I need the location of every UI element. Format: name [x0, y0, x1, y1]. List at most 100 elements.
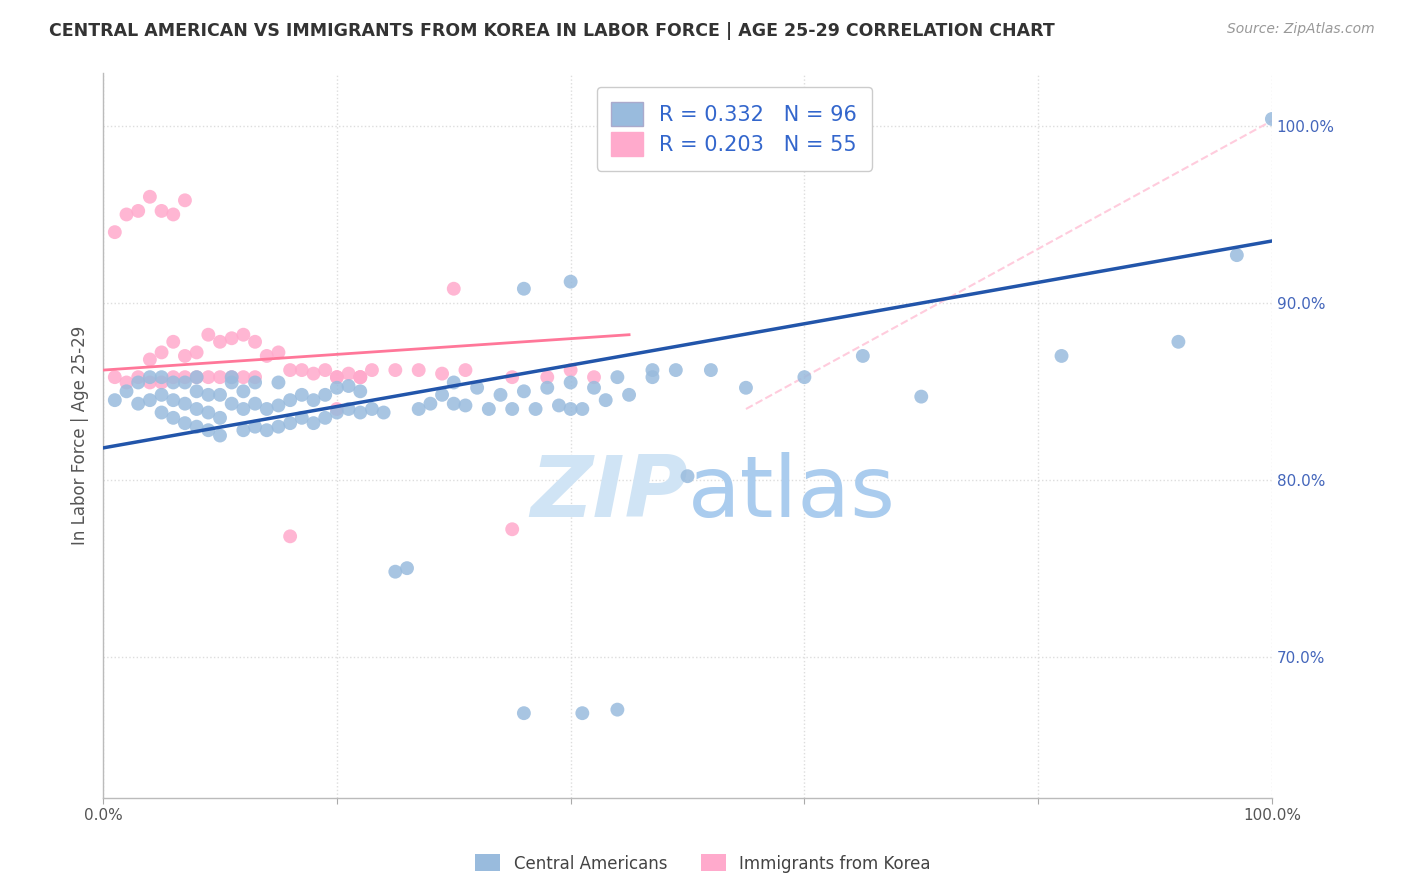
- Point: [186, 370, 208, 384]
- Point: [910, 390, 932, 404]
- Point: [536, 381, 558, 395]
- Point: [337, 367, 360, 381]
- Point: [186, 419, 208, 434]
- Point: [1167, 334, 1189, 349]
- Point: [560, 363, 582, 377]
- Point: [115, 384, 138, 399]
- Point: [243, 397, 266, 411]
- Point: [232, 423, 254, 437]
- Point: [139, 370, 162, 384]
- Point: [150, 203, 173, 218]
- Point: [162, 393, 184, 408]
- Point: [314, 363, 336, 377]
- Point: [326, 405, 349, 419]
- Point: [524, 402, 547, 417]
- Point: [361, 402, 384, 417]
- Point: [373, 405, 395, 419]
- Point: [513, 384, 536, 399]
- Point: [232, 402, 254, 417]
- Point: [501, 402, 523, 417]
- Point: [139, 376, 162, 390]
- Point: [267, 376, 290, 390]
- Point: [174, 349, 197, 363]
- Point: [349, 405, 371, 419]
- Point: [256, 349, 278, 363]
- Point: [291, 388, 314, 402]
- Point: [127, 203, 149, 218]
- Point: [104, 370, 127, 384]
- Point: [256, 423, 278, 437]
- Point: [454, 399, 477, 413]
- Point: [571, 402, 593, 417]
- Text: Source: ZipAtlas.com: Source: ZipAtlas.com: [1227, 22, 1375, 37]
- Point: [548, 399, 571, 413]
- Point: [221, 370, 243, 384]
- Point: [115, 207, 138, 221]
- Text: CENTRAL AMERICAN VS IMMIGRANTS FROM KOREA IN LABOR FORCE | AGE 25-29 CORRELATION: CENTRAL AMERICAN VS IMMIGRANTS FROM KORE…: [49, 22, 1054, 40]
- Legend: R = 0.332   N = 96, R = 0.203   N = 55: R = 0.332 N = 96, R = 0.203 N = 55: [596, 87, 872, 170]
- Point: [267, 345, 290, 359]
- Legend: Central Americans, Immigrants from Korea: Central Americans, Immigrants from Korea: [468, 847, 938, 880]
- Point: [243, 376, 266, 390]
- Point: [127, 370, 149, 384]
- Point: [197, 423, 219, 437]
- Point: [267, 419, 290, 434]
- Point: [337, 402, 360, 417]
- Point: [314, 410, 336, 425]
- Point: [197, 388, 219, 402]
- Point: [243, 334, 266, 349]
- Point: [150, 405, 173, 419]
- Point: [513, 706, 536, 721]
- Point: [267, 399, 290, 413]
- Point: [384, 565, 406, 579]
- Point: [139, 393, 162, 408]
- Point: [349, 370, 371, 384]
- Point: [278, 529, 301, 543]
- Point: [852, 349, 875, 363]
- Point: [232, 327, 254, 342]
- Point: [162, 410, 184, 425]
- Point: [606, 703, 628, 717]
- Point: [174, 376, 197, 390]
- Point: [617, 388, 640, 402]
- Point: [349, 384, 371, 399]
- Point: [700, 363, 723, 377]
- Point: [395, 561, 418, 575]
- Point: [291, 363, 314, 377]
- Point: [221, 370, 243, 384]
- Point: [302, 416, 325, 430]
- Point: [793, 370, 815, 384]
- Point: [221, 397, 243, 411]
- Point: [221, 331, 243, 345]
- Point: [665, 363, 688, 377]
- Point: [419, 397, 441, 411]
- Point: [735, 381, 758, 395]
- Point: [139, 190, 162, 204]
- Point: [513, 282, 536, 296]
- Point: [454, 363, 477, 377]
- Point: [465, 381, 488, 395]
- Point: [582, 370, 605, 384]
- Point: [641, 370, 664, 384]
- Point: [150, 388, 173, 402]
- Text: ZIP: ZIP: [530, 452, 688, 535]
- Point: [676, 469, 699, 483]
- Point: [326, 402, 349, 417]
- Point: [430, 388, 453, 402]
- Point: [595, 393, 617, 408]
- Point: [197, 405, 219, 419]
- Text: atlas: atlas: [688, 452, 896, 535]
- Point: [221, 376, 243, 390]
- Point: [104, 393, 127, 408]
- Point: [162, 334, 184, 349]
- Point: [243, 370, 266, 384]
- Point: [489, 388, 512, 402]
- Point: [1226, 248, 1249, 262]
- Point: [256, 402, 278, 417]
- Point: [536, 370, 558, 384]
- Point: [326, 370, 349, 384]
- Point: [186, 402, 208, 417]
- Point: [302, 367, 325, 381]
- Point: [127, 397, 149, 411]
- Point: [208, 370, 231, 384]
